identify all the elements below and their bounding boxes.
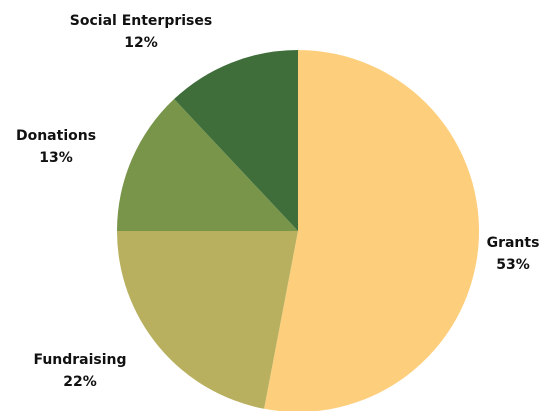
pie-slice-grants bbox=[264, 50, 479, 411]
slice-label-grants-name: Grants bbox=[487, 235, 540, 251]
slice-label-grants-value: 53% bbox=[496, 257, 530, 273]
slice-label-social-enterprises-name: Social Enterprises bbox=[70, 13, 212, 29]
pie-slice-donations bbox=[117, 99, 298, 231]
slice-label-donations: Donations 13% bbox=[16, 128, 96, 166]
pie-slice-fundraising bbox=[117, 231, 298, 409]
slice-label-donations-value: 13% bbox=[39, 150, 73, 166]
pie-slices bbox=[117, 50, 479, 411]
slice-label-donations-name: Donations bbox=[16, 128, 96, 144]
slice-label-fundraising-name: Fundraising bbox=[33, 352, 126, 368]
pie-slice-social-enterprises bbox=[174, 50, 298, 231]
slice-label-fundraising-value: 22% bbox=[63, 374, 97, 390]
slice-label-fundraising: Fundraising 22% bbox=[33, 352, 126, 390]
slice-label-social-enterprises: Social Enterprises 12% bbox=[70, 13, 212, 51]
slice-label-social-enterprises-value: 12% bbox=[124, 35, 158, 51]
slice-label-grants: Grants 53% bbox=[487, 235, 540, 273]
